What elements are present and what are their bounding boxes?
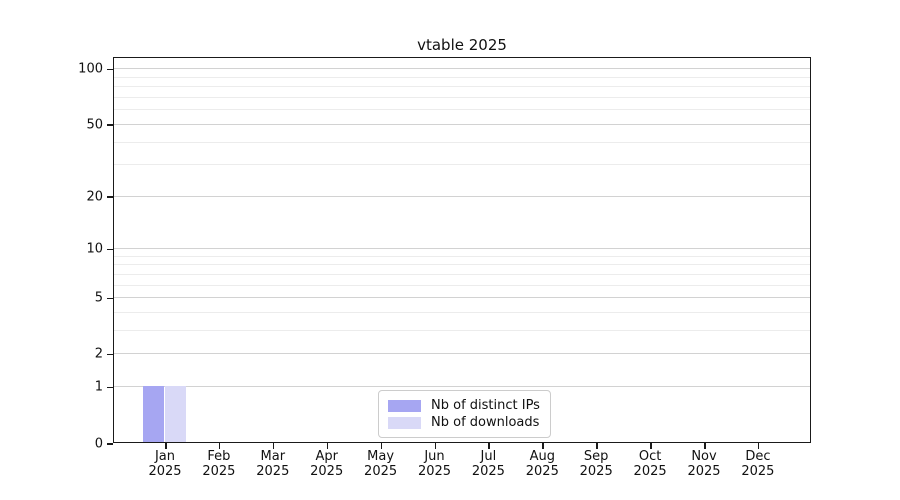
- x-tick-label: Aug 2025: [526, 449, 559, 479]
- y-tick-label: 20: [86, 189, 103, 205]
- y-tick-label: 100: [78, 61, 103, 77]
- y-tick: [107, 297, 113, 300]
- legend-swatch: [388, 416, 421, 429]
- x-tick-year: 2025: [202, 464, 236, 479]
- gridline-minor: [114, 264, 810, 266]
- legend-label: Nb of distinct IPs: [431, 398, 540, 413]
- bar: [142, 386, 165, 443]
- gridline-minor: [114, 141, 810, 143]
- chart-title: vtable 2025: [417, 36, 507, 54]
- x-tick-label: Jan 2025: [148, 449, 181, 479]
- x-tick-year: 2025: [471, 464, 505, 479]
- x-tick: [650, 443, 652, 449]
- x-tick: [488, 443, 490, 449]
- x-tick: [380, 443, 383, 449]
- gridline-major: [114, 68, 810, 70]
- gridline-minor: [114, 312, 810, 314]
- legend-label: Nb of downloads: [431, 415, 540, 430]
- y-tick-label: 1: [94, 379, 103, 395]
- x-tick-month: Jun: [424, 449, 445, 464]
- gridline-minor: [114, 76, 810, 78]
- x-tick-label: Apr 2025: [310, 449, 343, 479]
- x-tick-label: Oct 2025: [634, 449, 667, 479]
- y-tick-label: 50: [86, 117, 103, 133]
- x-tick-month: Oct: [638, 449, 662, 464]
- legend-swatch: [388, 399, 421, 412]
- legend: Nb of distinct IPs Nb of downloads: [378, 390, 551, 438]
- x-tick-month: Apr: [315, 449, 338, 464]
- y-tick: [107, 386, 113, 389]
- y-tick-label: 0: [94, 436, 103, 451]
- x-tick: [272, 443, 275, 449]
- gridline-major: [114, 248, 810, 250]
- gridline-major: [114, 353, 810, 355]
- x-tick-year: 2025: [364, 464, 398, 479]
- x-tick-year: 2025: [525, 464, 559, 479]
- x-tick-year: 2025: [417, 464, 452, 479]
- x-tick: [704, 443, 706, 449]
- gridline-major: [114, 123, 810, 125]
- x-tick-year: 2025: [741, 464, 775, 479]
- x-tick-month: Jul: [480, 449, 497, 464]
- legend-item: Nb of distinct IPs: [388, 397, 540, 414]
- x-tick: [218, 443, 221, 449]
- x-tick-label: Sep 2025: [580, 449, 613, 479]
- x-tick: [757, 443, 760, 449]
- y-tick: [107, 196, 113, 198]
- x-tick: [326, 443, 329, 449]
- y-tick-label: 2: [94, 346, 103, 362]
- x-tick-label: Feb 2025: [202, 449, 235, 479]
- gridline-minor: [114, 109, 810, 111]
- gridline-minor: [114, 330, 810, 332]
- gridline-minor: [114, 255, 810, 257]
- x-tick-month: Sep: [583, 449, 609, 464]
- y-tick-label: 5: [94, 290, 103, 306]
- x-tick-year: 2025: [256, 464, 290, 479]
- x-tick: [542, 443, 544, 449]
- y-tick: [107, 68, 113, 71]
- x-tick-month: Jan: [154, 449, 176, 464]
- y-tick: [107, 248, 113, 251]
- x-tick-month: Nov: [691, 449, 717, 464]
- x-tick-label: Jun 2025: [418, 449, 451, 479]
- x-tick-label: Dec 2025: [741, 449, 774, 479]
- y-tick-label: 10: [86, 241, 103, 257]
- x-tick-month: Feb: [207, 449, 231, 464]
- gridline-minor: [114, 284, 810, 286]
- x-tick-month: May: [367, 449, 395, 464]
- x-tick-year: 2025: [579, 464, 613, 479]
- x-tick-label: Jul 2025: [472, 449, 505, 479]
- x-tick: [165, 443, 167, 449]
- plot-area: [113, 57, 811, 443]
- x-tick-year: 2025: [687, 464, 721, 479]
- x-tick-label: Mar 2025: [256, 449, 289, 479]
- x-tick-year: 2025: [633, 464, 667, 479]
- gridline-minor: [114, 97, 810, 99]
- y-tick: [107, 124, 113, 126]
- gridline-minor: [114, 164, 810, 166]
- legend-item: Nb of downloads: [388, 414, 540, 431]
- x-tick-month: Mar: [260, 449, 286, 464]
- x-tick: [596, 443, 598, 449]
- x-tick-year: 2025: [310, 464, 344, 479]
- gridline-major: [114, 386, 810, 388]
- y-tick: [107, 443, 113, 445]
- x-tick: [434, 443, 436, 449]
- gridline-major: [114, 195, 810, 197]
- x-tick-label: May 2025: [364, 449, 397, 479]
- x-tick-month: Aug: [529, 449, 555, 464]
- bar: [164, 386, 187, 443]
- gridline-minor: [114, 273, 810, 275]
- x-tick-label: Nov 2025: [687, 449, 720, 479]
- x-tick-month: Dec: [745, 449, 771, 464]
- x-tick-year: 2025: [148, 464, 182, 479]
- gridline-minor: [114, 86, 810, 88]
- gridline-major: [114, 297, 810, 299]
- y-tick: [107, 353, 113, 356]
